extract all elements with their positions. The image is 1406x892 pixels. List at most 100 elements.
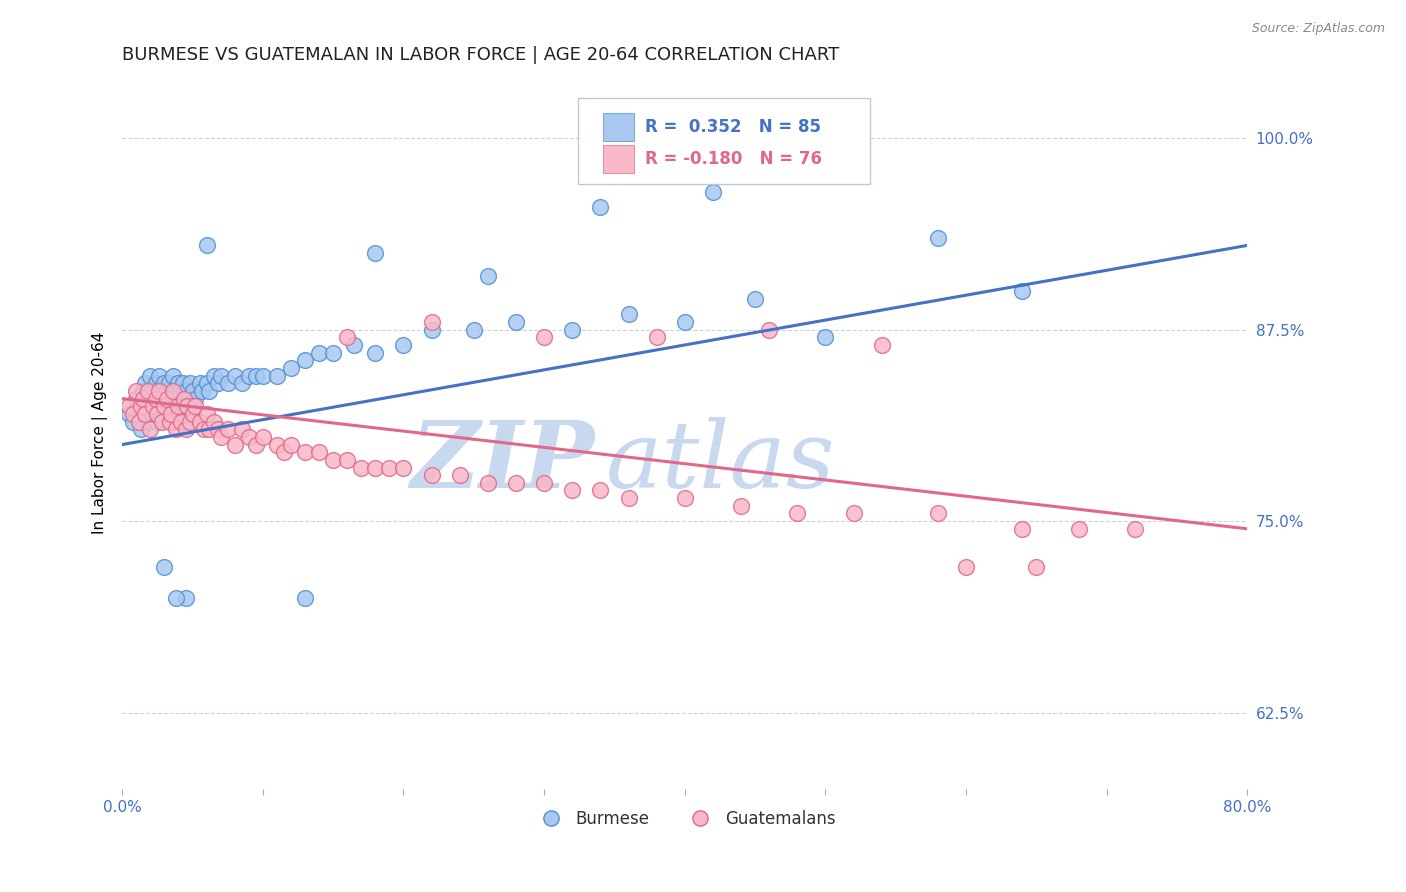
Point (188, 415, 211, 429)
Point (118, 399, 141, 413)
Point (1011, 522, 1033, 536)
Point (195, 376, 218, 391)
Point (156, 399, 179, 413)
Point (165, 591, 187, 605)
Point (673, 491, 696, 505)
Point (125, 392, 148, 406)
Point (217, 422, 239, 436)
Point (184, 399, 207, 413)
Text: R =  0.352   N = 85: R = 0.352 N = 85 (645, 118, 821, 136)
Point (174, 422, 197, 436)
Point (179, 415, 201, 429)
Point (149, 407, 172, 421)
Point (786, 507, 808, 521)
Point (252, 430, 274, 444)
Point (202, 368, 225, 383)
Point (1067, 522, 1090, 536)
Point (170, 399, 193, 413)
Point (174, 591, 197, 605)
Point (146, 415, 169, 429)
Point (477, 268, 499, 283)
Point (148, 368, 170, 383)
Point (162, 368, 184, 383)
Point (198, 384, 221, 398)
Point (294, 445, 316, 459)
Point (191, 384, 214, 398)
Point (198, 422, 221, 436)
Point (122, 407, 145, 421)
FancyBboxPatch shape (578, 98, 870, 184)
Y-axis label: In Labor Force | Age 20-64: In Labor Force | Age 20-64 (93, 332, 108, 534)
Point (150, 415, 173, 429)
Point (134, 407, 156, 421)
Point (132, 392, 155, 406)
Point (224, 437, 246, 451)
Point (245, 368, 267, 383)
Point (165, 384, 187, 398)
Point (188, 376, 211, 391)
Bar (603, 112, 634, 141)
Point (150, 384, 173, 398)
Point (202, 415, 225, 429)
Point (163, 407, 186, 421)
Point (142, 407, 165, 421)
Point (617, 491, 640, 505)
Point (136, 415, 159, 429)
Point (217, 376, 239, 391)
Point (238, 368, 260, 383)
Point (150, 399, 173, 413)
Point (645, 330, 668, 344)
Point (266, 437, 288, 451)
Point (207, 376, 229, 391)
Point (814, 330, 837, 344)
Point (176, 399, 198, 413)
Text: R = -0.180   N = 76: R = -0.180 N = 76 (645, 150, 823, 168)
Point (162, 384, 184, 398)
Point (308, 345, 330, 359)
Point (758, 323, 780, 337)
Point (364, 246, 387, 260)
Point (245, 437, 267, 451)
Point (195, 238, 218, 252)
Point (463, 323, 485, 337)
Point (159, 415, 181, 429)
Point (207, 422, 229, 436)
Point (252, 368, 274, 383)
Point (449, 468, 471, 483)
Point (173, 407, 195, 421)
Point (142, 384, 165, 398)
Point (145, 392, 167, 406)
Point (730, 499, 752, 513)
Point (125, 384, 148, 398)
Point (139, 422, 162, 436)
Point (195, 407, 218, 421)
Point (153, 560, 176, 574)
Point (336, 453, 359, 467)
Point (167, 407, 190, 421)
Point (378, 460, 401, 475)
Point (673, 315, 696, 329)
Point (136, 384, 159, 398)
Point (392, 338, 415, 352)
Point (170, 415, 193, 429)
Point (160, 415, 183, 429)
Point (231, 422, 253, 436)
Point (533, 475, 555, 490)
Point (156, 392, 179, 406)
Point (181, 407, 204, 421)
Point (209, 430, 232, 444)
Point (146, 392, 169, 406)
Point (231, 376, 253, 391)
Point (702, 185, 724, 199)
Point (1123, 522, 1146, 536)
Point (955, 560, 977, 574)
Point (157, 376, 180, 391)
Point (129, 422, 152, 436)
Point (617, 307, 640, 321)
Point (870, 338, 893, 352)
Point (148, 384, 170, 398)
Point (744, 292, 766, 306)
Point (173, 392, 195, 406)
Point (561, 323, 583, 337)
Point (167, 376, 190, 391)
